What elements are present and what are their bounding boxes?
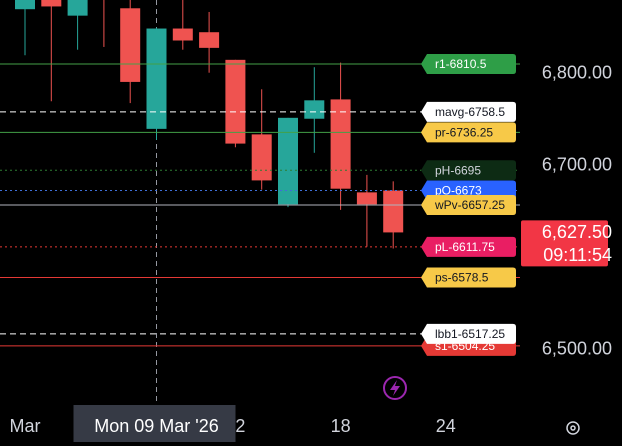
candle-body	[146, 28, 167, 129]
level-label-text: pr-6736.25	[435, 125, 493, 139]
level-label-text: wPv-6657.25	[434, 198, 505, 212]
candle-body	[67, 0, 88, 16]
x-tick-label: Mar	[10, 416, 41, 436]
candle-body	[330, 99, 351, 189]
candle-body	[225, 59, 246, 144]
countdown: 09:11:54	[543, 245, 612, 265]
candle-body	[251, 134, 272, 181]
x-tick-label: 18	[331, 416, 351, 436]
candle-body	[356, 192, 377, 205]
candle-body	[199, 32, 220, 48]
crosshair-label: Mon 09 Mar '26	[94, 416, 219, 436]
level-label-text: pL-6611.75	[435, 240, 495, 254]
level-label: r1-6810.5	[421, 53, 516, 74]
overlay: 6,800.006,700.006,500.00Mar121824r1-6810…	[10, 53, 612, 442]
level-label: ps-6578.5	[421, 267, 516, 288]
candle-body	[41, 0, 62, 7]
crosshair-label-box	[73, 405, 236, 442]
level-label: mavg-6758.5	[421, 101, 516, 122]
x-tick-label: 24	[436, 416, 456, 436]
last-price-label: 6,627.50	[542, 222, 612, 242]
last-price-tag	[521, 220, 608, 267]
level-label-box	[421, 53, 516, 74]
y-tick-label: 6,700.00	[542, 154, 612, 174]
candle-body	[278, 117, 298, 205]
level-label-box	[421, 323, 516, 344]
level-label: pr-6736.25	[421, 122, 516, 143]
candle-body	[172, 28, 193, 41]
level-label-text: pO-6673	[435, 184, 482, 198]
level-label-text: r1-6810.5	[435, 57, 487, 71]
level-label-text: ps-6578.5	[435, 271, 489, 285]
level-label: wPv-6657.25	[421, 195, 516, 216]
y-tick-label: 6,800.00	[542, 62, 612, 82]
candle-body	[304, 100, 325, 119]
level-label-text: lbb1-6517.25	[435, 327, 505, 341]
level-label-text: mavg-6758.5	[435, 105, 505, 119]
level-label-text: pH-6695	[435, 163, 481, 177]
level-label: pH-6695	[421, 160, 516, 181]
y-tick-label: 6,500.00	[542, 339, 612, 359]
level-label: pL-6611.75	[421, 236, 516, 257]
level-label-box	[421, 101, 516, 122]
settings-icon[interactable]	[566, 421, 580, 435]
level-label-box	[421, 236, 516, 257]
level-label-box	[421, 160, 516, 181]
level-label-box	[421, 122, 516, 143]
candle-body	[15, 0, 35, 10]
level-label: lbb1-6517.25	[421, 323, 516, 344]
level-label-box	[421, 267, 516, 288]
level-label-box	[421, 195, 516, 216]
plot-area	[0, 0, 520, 405]
alert-icon[interactable]	[383, 376, 407, 400]
candle-body	[383, 190, 404, 233]
candle-body	[120, 8, 141, 82]
